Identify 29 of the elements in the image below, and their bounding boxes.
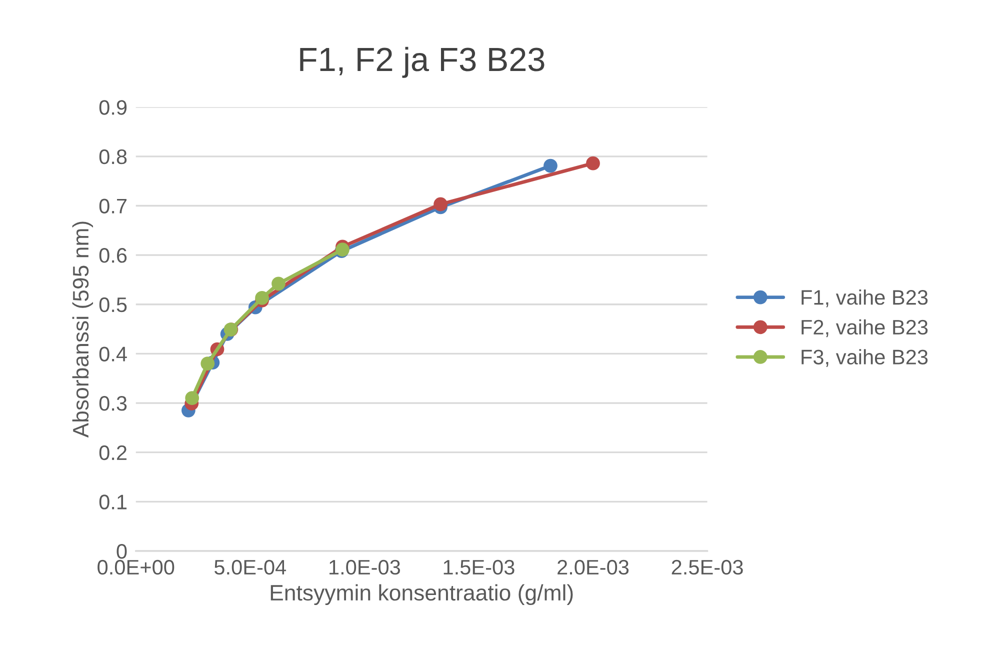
chart-title: F1, F2 ja F3 B23 [300,46,544,78]
y-tick-label: 0.7 [99,198,126,214]
point [586,156,600,170]
y-tick-label: 0.8 [99,149,127,164]
x-tick-label: 1.0E-03 [330,560,400,575]
y-tick-label: 0 [116,544,127,559]
x-tick-label: 1.5E-03 [444,560,514,575]
x-tick-label: 2.5E-03 [672,560,743,575]
x-axis-title: Entsyymin konsentraatio (g/ml) [270,584,573,606]
point [272,276,286,291]
y-tick-label: 0.5 [99,297,127,312]
y-tick-label: 0.4 [99,346,127,362]
y-tick-label: 0.6 [99,248,127,263]
point [200,356,215,371]
legend-label: F3, vaihe B23 [802,349,928,367]
y-tick-label: 0.3 [99,396,127,411]
y-axis-title: Absorbanssi (595 nm) [72,222,94,438]
x-tick-label: 0.0E+00 [98,560,174,575]
x-tick-label: 2.0E-03 [558,560,629,575]
legend-label: F1, vaihe B23 [802,289,928,308]
legend-label: F2, vaihe B23 [802,319,928,338]
point [544,158,558,173]
point [185,391,200,406]
point [434,197,448,212]
point [255,291,269,305]
y-tick-label: 0.9 [99,100,127,115]
y-tick-label: 0.1 [99,494,127,510]
x-tick-label: 5.0E-04 [214,560,286,575]
y-tick-label: 0.2 [99,445,126,460]
